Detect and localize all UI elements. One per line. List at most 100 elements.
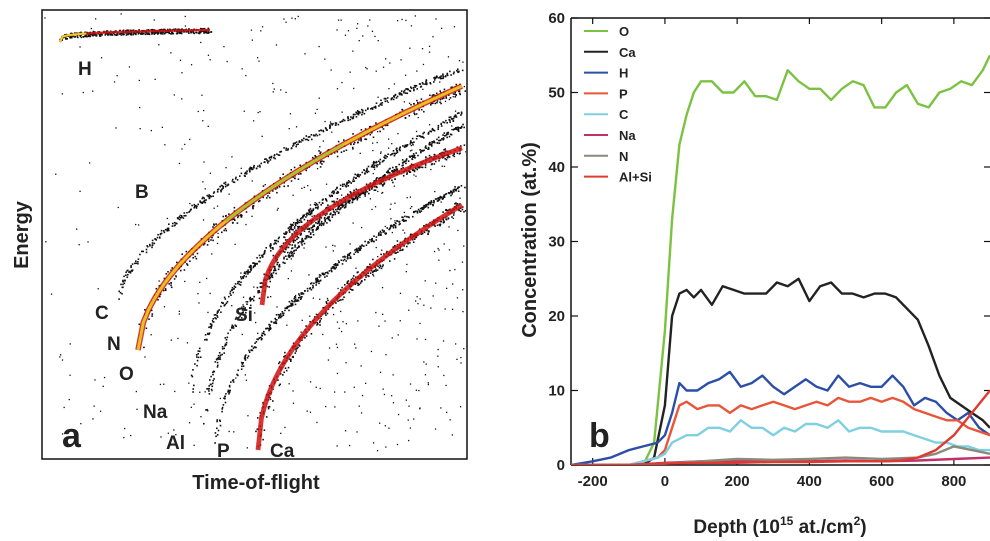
curve-dot — [306, 138, 308, 141]
curve-dot — [300, 242, 303, 244]
curve-dot — [166, 230, 168, 232]
curve-dot — [125, 274, 127, 276]
curve-dot — [287, 149, 289, 151]
curve-dot — [324, 312, 326, 315]
curve-dot — [291, 299, 293, 302]
curve-dot — [255, 346, 257, 349]
curve-dot — [436, 100, 439, 102]
curve-dot — [372, 166, 375, 168]
noise-dot — [462, 289, 464, 291]
curve-dot — [225, 229, 228, 232]
noise-dot — [82, 91, 84, 94]
noise-dot — [201, 201, 204, 203]
curve-dot — [248, 169, 251, 171]
curve-dot — [376, 186, 378, 189]
curve-dot — [211, 385, 214, 388]
curve-dot — [364, 278, 366, 281]
noise-dot — [80, 423, 82, 425]
curve-dot — [138, 29, 140, 31]
curve-dot — [443, 196, 446, 198]
curve-H-peak — [59, 29, 210, 43]
noise-dot — [211, 253, 213, 255]
curve-dot — [303, 230, 306, 232]
curve-dot — [458, 112, 460, 114]
curve-dot — [247, 355, 250, 357]
curve-dot — [395, 252, 397, 254]
curve-dot — [298, 294, 301, 297]
curve-dot — [204, 201, 207, 204]
curve-dot — [335, 122, 338, 125]
noise-dot — [202, 219, 205, 221]
curve-dot — [394, 252, 396, 254]
curve-dot — [212, 379, 214, 382]
curve-dot — [455, 116, 458, 118]
curve-dot — [316, 280, 318, 283]
curve-dot — [449, 133, 452, 136]
noise-dot — [307, 185, 309, 187]
curve-dot — [251, 168, 254, 170]
noise-dot — [338, 327, 340, 329]
curve-dot — [95, 34, 98, 36]
curve-dot — [131, 269, 133, 272]
curve-dot — [310, 209, 313, 212]
curve-dot — [446, 122, 448, 124]
curve-dot — [223, 304, 226, 307]
curve-dot — [126, 33, 129, 35]
curve-dot — [351, 199, 354, 201]
curve-dot — [173, 221, 176, 224]
curve-dot — [164, 288, 167, 290]
noise-dot — [243, 110, 245, 112]
curve-dot — [166, 227, 169, 230]
element-label-N: N — [107, 334, 121, 355]
noise-dot — [415, 300, 417, 302]
curve-dot — [278, 315, 281, 317]
x-tick-label: 0 — [661, 473, 669, 490]
curve-dot — [263, 252, 266, 255]
curve-dot — [214, 442, 216, 444]
curve-dot — [277, 240, 279, 243]
curve-dot — [252, 262, 254, 264]
curve-dot — [324, 214, 327, 217]
curve-dot — [425, 204, 427, 206]
noise-dot — [337, 19, 340, 21]
curve-dot — [207, 195, 210, 198]
curve-dot — [99, 34, 102, 37]
curve-dot — [189, 260, 191, 262]
curve-dot — [409, 155, 411, 158]
curve-dot — [303, 242, 306, 245]
curve-dot — [341, 263, 344, 265]
curve-dot — [299, 241, 301, 243]
curve-dot — [307, 212, 309, 215]
curve-dot — [412, 143, 414, 146]
curve-dot — [274, 269, 277, 272]
curve-dot — [393, 154, 396, 157]
curve-dot — [270, 155, 273, 158]
curve-dot — [392, 150, 395, 152]
curve-dot — [257, 165, 259, 168]
curve-dot — [276, 153, 278, 155]
noise-dot — [389, 208, 391, 210]
curve-dot — [228, 393, 230, 395]
curve-dot — [336, 208, 339, 210]
noise-dot — [69, 374, 71, 376]
curve-dot — [165, 273, 168, 275]
noise-dot — [297, 15, 299, 18]
curve-dot — [368, 275, 370, 278]
curve-dot — [305, 213, 308, 215]
curve-dot — [439, 101, 441, 104]
curve-dot — [333, 200, 335, 203]
noise-dot — [417, 116, 419, 119]
noise-dot — [332, 244, 334, 246]
curve-dot — [253, 166, 255, 169]
curve-dot — [457, 71, 459, 73]
curve-dot — [395, 152, 397, 154]
curve-dot — [294, 299, 296, 302]
noise-dot — [318, 97, 320, 99]
noise-dot — [93, 405, 95, 407]
curve-dot — [441, 198, 444, 200]
curve-dot — [218, 352, 221, 354]
curve-dot — [239, 313, 242, 316]
curve-dot — [463, 144, 466, 146]
curve-dot — [193, 384, 195, 387]
curve-dot — [242, 362, 244, 364]
